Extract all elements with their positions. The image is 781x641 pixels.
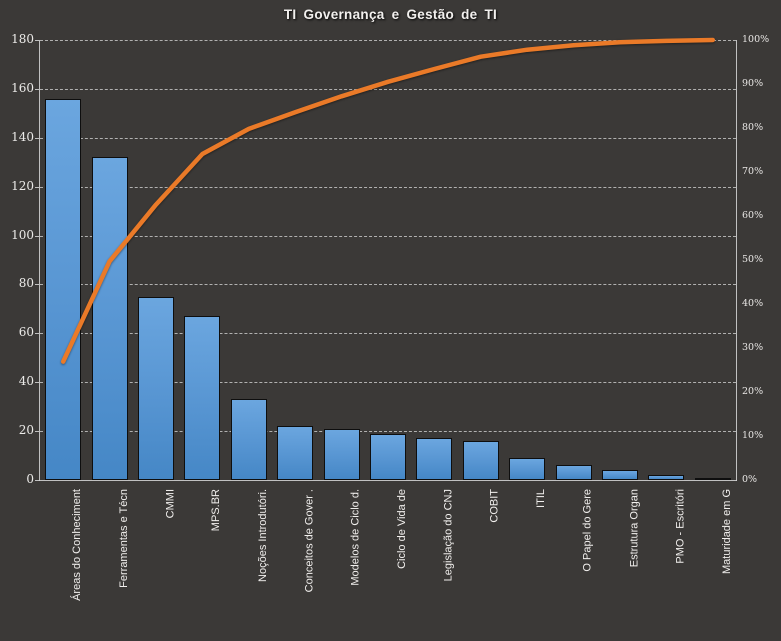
category-label: Áreas do Conheciment (71, 489, 84, 601)
left-axis-tick (35, 333, 39, 335)
category-label-cell: ITIL (504, 487, 550, 637)
category-label: MPS.BR (210, 489, 223, 532)
bar (509, 458, 546, 480)
right-axis-tick-label: 90% (742, 78, 764, 89)
category-label-cell: Ferramentas e Técn (86, 487, 132, 637)
left-axis-tick-label: 100 (11, 227, 34, 242)
category-label-cell: Legislação do CNJ (411, 487, 457, 637)
category-label: COBIT (488, 489, 501, 523)
left-axis-tick (35, 235, 39, 237)
plot-area (40, 37, 736, 480)
left-axis-line (39, 40, 40, 481)
cumulative-line-series (60, 37, 716, 364)
right-axis-tick-label: 20% (742, 386, 764, 397)
right-axis-tick-label: 0% (742, 474, 758, 485)
right-axis-tick-label: 60% (742, 210, 764, 221)
gridline (40, 284, 736, 286)
category-label: Noções Introdutóri. (256, 489, 269, 582)
bar (370, 433, 406, 480)
gridline (40, 235, 736, 237)
left-axis-tick (35, 186, 39, 188)
bar (416, 438, 453, 480)
bar (555, 465, 592, 480)
left-axis-tick-label: 80 (18, 276, 34, 291)
category-label: Legislação do CNJ (442, 489, 455, 582)
left-axis-tick-label: 20 (18, 423, 34, 438)
left-axis-tick-label: 160 (11, 80, 34, 95)
category-label-cell: PMO - Escritóri (643, 487, 689, 637)
bar (694, 477, 731, 480)
category-label: Conceitos de Gover . (303, 489, 316, 593)
right-axis-tick-label: 80% (742, 122, 764, 133)
category-label: Maturidade em G (720, 489, 733, 574)
right-axis-tick-label: 10% (742, 430, 764, 441)
gridline (40, 431, 736, 433)
bar (45, 98, 82, 480)
bar (91, 157, 128, 480)
bar (277, 426, 314, 480)
left-axis-tick-label: 0 (26, 472, 34, 486)
left-axis-tick (35, 284, 39, 286)
category-axis-labels: Áreas do Conheciment Ferramentas e Técn CM… (40, 487, 736, 637)
bar (184, 316, 221, 480)
gridline (40, 88, 736, 90)
left-axis-tick-label: 140 (11, 129, 34, 144)
bar (230, 399, 267, 480)
right-axis-tick-label: 100% (742, 34, 770, 45)
category-label: O Papel do Gere (581, 489, 594, 572)
bar (138, 296, 174, 480)
category-label-cell: MPS.BR (179, 487, 225, 637)
category-label: ITIL (535, 489, 548, 508)
bar (462, 440, 499, 480)
chart-title: TI Governança e Gestão de TI (283, 7, 498, 22)
right-axis-tick-label: 40% (742, 298, 764, 309)
left-axis-tick-label: 40 (18, 374, 34, 389)
gridline (40, 382, 736, 384)
right-axis-line (736, 40, 737, 481)
category-label: Estrutura Organ (628, 489, 641, 568)
right-axis-tick-label: 50% (742, 254, 764, 265)
left-axis-tick-label: 180 (11, 32, 34, 46)
bar (602, 470, 638, 480)
left-axis-tick (35, 137, 39, 139)
category-label-cell: CMMI (133, 487, 179, 637)
left-axis-tick (35, 431, 39, 433)
gridline (40, 137, 736, 139)
category-label-cell: Noções Introdutóri. (226, 487, 272, 637)
bottom-axis-line (39, 480, 737, 481)
bar (648, 475, 685, 480)
category-label: PMO - Escritóri (674, 489, 687, 564)
category-label: Ferramentas e Técn (117, 489, 130, 588)
right-axis-tick-label: 30% (742, 342, 764, 353)
category-label-cell: Áreas do Conheciment (40, 487, 86, 637)
category-label-cell: O Papel do Gere (550, 487, 596, 637)
left-axis-tick (35, 382, 39, 384)
gridline (40, 333, 736, 335)
left-axis-tick (35, 40, 39, 41)
category-label-cell: Estrutura Organ (597, 487, 643, 637)
category-label-cell: Maturidade em G (690, 487, 736, 637)
left-axis-tick (35, 88, 39, 90)
left-axis-tick (35, 480, 39, 481)
category-label-cell: Conceitos de Gover . (272, 487, 318, 637)
left-axis-tick-label: 60 (18, 325, 34, 340)
category-label-cell: Ciclo de Vida de (365, 487, 411, 637)
gridline (40, 40, 736, 41)
gridline (40, 186, 736, 188)
category-label: CMMI (164, 489, 177, 519)
category-label: Modelos de Ciclo d. (349, 489, 362, 586)
left-axis-tick-label: 120 (11, 178, 34, 193)
category-label-cell: Modelos de Ciclo d. (318, 487, 364, 637)
category-label-cell: COBIT (458, 487, 504, 637)
category-label: Ciclo de Vida de (396, 489, 409, 569)
cumulative-line (60, 37, 716, 364)
bar (323, 428, 360, 480)
right-axis-tick-label: 70% (742, 166, 764, 177)
